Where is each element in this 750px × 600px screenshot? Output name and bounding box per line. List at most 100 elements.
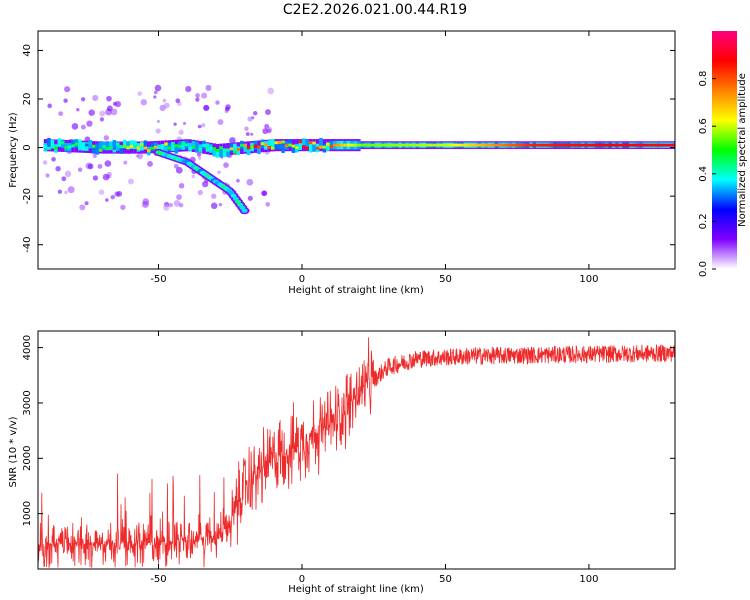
spectrogram-band-core	[518, 143, 523, 147]
spectrogram-speckle	[198, 156, 202, 160]
spectrogram-band-mid	[281, 144, 285, 153]
spectrogram-band-core	[543, 143, 547, 147]
spectrogram-speckle	[153, 90, 158, 95]
spectrogram-band-core	[615, 143, 619, 147]
spectrogram-band-mid	[312, 143, 316, 152]
spectrogram-speckle	[217, 119, 224, 125]
spectrogram-band-core	[477, 143, 482, 147]
spectrogram-speckle	[159, 104, 166, 112]
spectrogram-band-core	[215, 148, 220, 152]
spectrogram-band-core	[233, 150, 237, 154]
spectrogram-frame	[37, 30, 676, 270]
spectrogram-band-core	[322, 145, 327, 149]
spectrogram-band-mid	[181, 141, 185, 150]
spectrogram-band-core	[522, 143, 526, 147]
spectrogram-band-core	[450, 143, 454, 147]
spectrogram-band-core	[277, 141, 282, 144]
spectrogram-band-mid	[91, 144, 96, 154]
spectrogram-band-core	[343, 143, 347, 147]
spectrogram-band-core	[446, 143, 451, 147]
spectrogram-band-core	[74, 142, 79, 146]
spectrogram-speckle	[55, 165, 61, 172]
spectrogram-speckle	[116, 191, 123, 197]
chart-title: C2E2.2026.021.00.44.R19	[282, 2, 468, 18]
spectrogram-band-core	[167, 146, 172, 150]
spectrogram-band-core	[57, 143, 62, 147]
spectrogram-band-core	[539, 143, 544, 147]
spectrogram-band-core	[81, 144, 86, 148]
spectrogram-band-core	[656, 143, 661, 147]
spectrogram-speckle	[110, 108, 118, 116]
spectrogram-band-core	[660, 143, 664, 147]
spectrogram-speckle	[102, 173, 110, 181]
spectrogram-speckle	[80, 124, 86, 130]
spectrogram-band-core	[498, 143, 502, 147]
snr-frame	[37, 330, 676, 570]
spectrogram-band-core	[253, 144, 258, 148]
spectrogram-branch-core	[239, 205, 246, 210]
spectrogram-band-core	[353, 143, 358, 147]
spectrogram-speckle	[128, 178, 134, 185]
spectrogram-band-core	[384, 143, 389, 147]
spectrogram-branch-core	[237, 202, 244, 207]
spectrogram-speckle	[98, 189, 105, 195]
spectrogram-band-core	[85, 143, 89, 147]
snr-x-axis-label: Height of straight line (km)	[288, 584, 424, 595]
spectrogram-band-core	[240, 143, 244, 147]
spectrogram-band-core	[622, 143, 626, 147]
spectrogram-speckle	[156, 120, 160, 124]
spectrogram-speckle	[103, 135, 110, 141]
spectrogram-band-core	[556, 143, 561, 147]
spectrogram-band-core	[243, 143, 247, 147]
spectrogram-band-core	[329, 145, 334, 149]
spectrogram-speckle	[265, 202, 271, 207]
spectrogram-speckle	[182, 121, 187, 125]
colorbar-gradient	[712, 31, 737, 269]
spectrogram-speckle	[215, 100, 220, 105]
spectrogram-band-core	[494, 143, 499, 147]
spectrogram-speckle	[139, 154, 143, 159]
spectrogram-band-core	[164, 142, 168, 146]
spectrogram-band-core	[394, 143, 399, 147]
spectrogram-band-mid	[174, 145, 179, 154]
spectrogram-band-core	[529, 143, 533, 147]
spectrogram-speckle	[99, 117, 105, 122]
spectrogram-band-core	[598, 143, 602, 147]
spectrogram-band-core	[484, 143, 488, 147]
y-tick-label: 0	[22, 144, 33, 150]
spectrogram-band-mid	[267, 140, 272, 149]
x-tick-label: 100	[579, 574, 598, 585]
spectrogram-band-mid	[105, 142, 110, 151]
spectrogram-speckle	[81, 97, 86, 102]
spectrogram-band-core	[453, 143, 457, 147]
spectrogram-speckle	[114, 101, 121, 108]
y-tick-label: 4000	[22, 335, 33, 360]
spectrogram-band-mid	[298, 141, 303, 150]
spectrogram-band-core	[236, 148, 241, 151]
spectrogram-speckle	[173, 163, 179, 169]
spectrogram-band-core	[481, 143, 485, 147]
spectrogram-band-core	[209, 147, 213, 151]
spectrogram-speckle	[196, 152, 202, 157]
spectrogram-band-core	[525, 143, 530, 147]
spectrogram-speckle	[201, 123, 206, 128]
y-tick-label: -20	[22, 188, 33, 204]
spectrogram-band-core	[487, 143, 492, 147]
spectrogram-band-core	[357, 143, 361, 147]
spectrogram-band-core	[474, 143, 478, 147]
spectrogram-band-core	[663, 143, 668, 147]
spectrogram-band-core	[553, 143, 557, 147]
spectrogram-speckle	[106, 105, 113, 112]
spectrogram-band-core	[188, 146, 192, 150]
spectrogram-band-core	[295, 146, 299, 150]
spectrogram-band-core	[326, 142, 330, 146]
spectrogram-band-core	[257, 145, 261, 149]
colorbar-tick-label: 0.8	[698, 71, 709, 87]
spectrogram-band-core	[560, 143, 564, 147]
spectrogram-band-core	[401, 143, 406, 147]
spectrogram-speckle	[123, 160, 128, 165]
spectrogram-band-core	[312, 141, 316, 145]
spectrogram-band-core	[260, 142, 265, 146]
x-tick-label: 0	[299, 274, 305, 285]
spectrogram-band-core	[381, 143, 385, 147]
